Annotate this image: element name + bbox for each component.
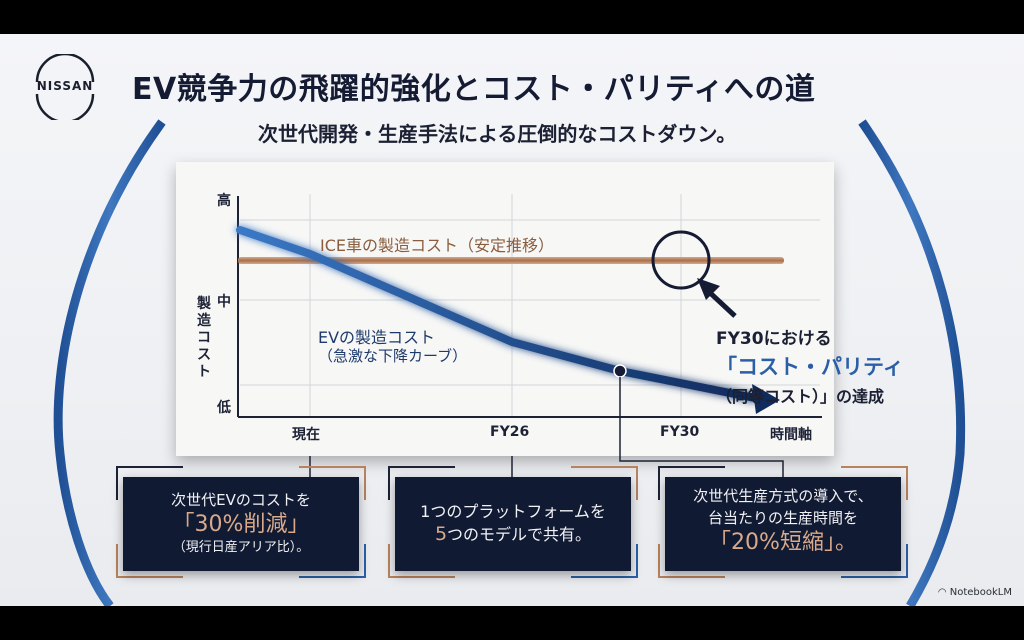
- box3-highlight: 「20%短縮」。: [709, 530, 857, 555]
- callout-line3: （同等コスト）」の達成: [716, 387, 885, 406]
- xtick-time-axis: 時間軸: [770, 427, 812, 443]
- ev-label-line1: EVの製造コスト: [318, 328, 436, 347]
- box1-line1: 次世代EVのコストを: [171, 491, 311, 509]
- decorative-arc-left: [53, 119, 966, 606]
- xtick-fy30: FY30: [660, 424, 700, 440]
- box3-line1: 次世代生産方式の導入で、: [693, 487, 873, 505]
- box2-line2: 5つのモデルで共有。: [395, 523, 631, 546]
- info-box-production-time: 次世代生産方式の導入で、 台当たりの生産時間を 「20%短縮」。: [665, 477, 901, 571]
- slide: NISSAN EV競争力の飛躍的強化とコスト・パリティへの道 次世代開発・生産手…: [0, 34, 1024, 606]
- box2-highlight: 5: [434, 523, 448, 545]
- chart-grid: [240, 194, 820, 416]
- xtick-now: 現在: [292, 427, 320, 443]
- ytick-low: 低: [217, 400, 231, 416]
- ev-series-label: EVの製造コスト （急激な下降カーブ）: [318, 328, 467, 366]
- nissan-logo: NISSAN: [28, 52, 102, 124]
- notebooklm-watermark: ◠ NotebookLM: [938, 587, 1012, 598]
- box2-line2-rest: つのモデルで共有。: [447, 525, 592, 544]
- notebooklm-text: NotebookLM: [949, 587, 1012, 598]
- box1-line3: （現行日産アリア比）。: [172, 540, 310, 555]
- parity-callout: FY30における 「コスト・パリティ （同等コスト）」の達成: [716, 324, 904, 407]
- arrow-head-icon: [752, 384, 780, 414]
- box2-line1: 1つのプラットフォームを: [420, 502, 606, 521]
- box3-line2: 台当たりの生産時間を: [707, 509, 858, 527]
- xtick-fy26: FY26: [490, 424, 530, 440]
- callout-arrow-icon: [697, 278, 720, 300]
- cost-chart: [236, 194, 822, 489]
- ice-series-label: ICE車の製造コスト（安定推移）: [320, 236, 555, 255]
- info-box-platform-sharing: 1つのプラットフォームを 5つのモデルで共有。: [395, 477, 631, 571]
- page-subtitle: 次世代開発・生産手法による圧倒的なコストダウン。: [258, 122, 737, 146]
- parity-circle-icon: [651, 230, 711, 290]
- page-title: EV競争力の飛躍的強化とコスト・パリティへの道: [132, 72, 816, 107]
- ytick-mid: 中: [217, 294, 231, 310]
- ev-cost-line: [236, 226, 759, 402]
- callout-line2: 「コスト・パリティ: [716, 355, 904, 379]
- y-axis-label: 製造コスト: [197, 296, 211, 380]
- notebooklm-icon: ◠: [937, 587, 950, 598]
- ev-label-line2: （急激な下降カーブ）: [318, 347, 468, 365]
- ice-cost-line: [238, 257, 784, 264]
- ytick-high: 高: [217, 193, 231, 209]
- logo-text: NISSAN: [36, 79, 94, 93]
- box1-highlight: 「30%削減」: [172, 512, 310, 537]
- data-point-marker: [613, 364, 627, 378]
- info-box-cost-reduction: 次世代EVのコストを 「30%削減」 （現行日産アリア比）。: [123, 477, 359, 571]
- callout-line1: FY30における: [716, 329, 832, 349]
